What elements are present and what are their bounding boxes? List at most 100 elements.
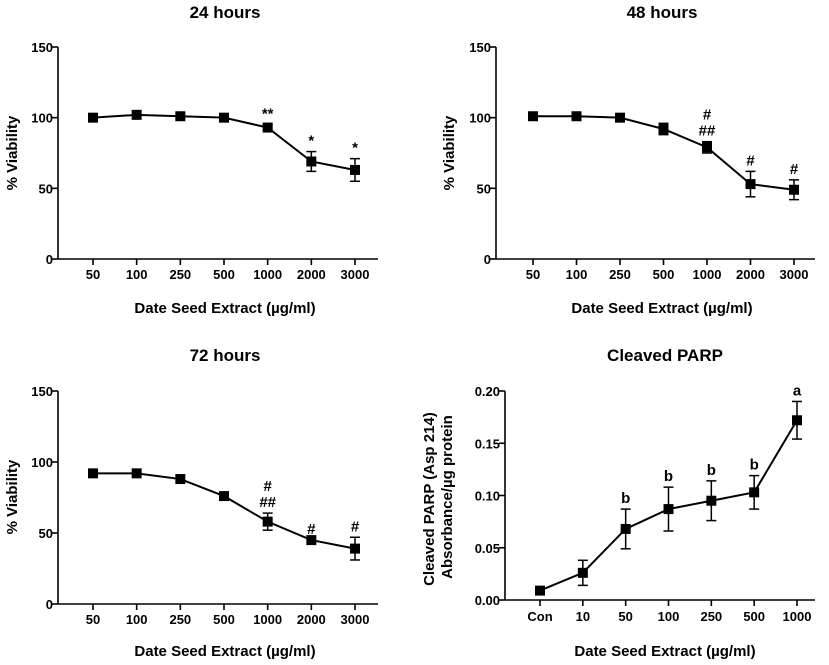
y-tick-label: 0: [484, 252, 491, 267]
significance-label: #: [263, 478, 272, 495]
data-point: [131, 109, 142, 120]
x-tick-label: 100: [566, 267, 588, 282]
data-point: [528, 111, 538, 122]
x-tick-label: Con: [527, 609, 552, 624]
x-tick-label: 500: [213, 267, 235, 282]
x-tick-label: 100: [126, 612, 148, 627]
x-tick-label: 250: [700, 609, 722, 624]
y-tick-label: 150: [469, 40, 491, 55]
y-axis-label: % Viability: [441, 115, 458, 190]
y-tick-label: 50: [39, 526, 53, 541]
y-tick-label: 150: [31, 384, 53, 399]
data-point: [219, 112, 229, 123]
data-point: [706, 495, 717, 506]
data-point: [658, 123, 669, 134]
y-tick-label: 50: [477, 181, 491, 196]
x-tick-label: 3000: [341, 267, 370, 282]
chart-cleaved-parp: Cleaved PARP Cleaved PARP (Asp 214) Abso…: [421, 346, 815, 660]
significance-label: b: [621, 490, 630, 507]
data-point: [749, 487, 760, 498]
x-tick-label: 100: [658, 609, 680, 624]
x-tick-label: 10: [576, 609, 590, 624]
data-point: [615, 112, 625, 123]
significance-label: ##: [699, 123, 716, 140]
significance-label: ##: [259, 494, 276, 511]
data-point: [88, 468, 98, 479]
x-tick-label: 50: [618, 609, 632, 624]
data-point: [663, 504, 674, 515]
x-tick-label: 500: [743, 609, 765, 624]
data-point: [262, 516, 273, 527]
x-tick-label: 3000: [341, 612, 370, 627]
y-tick-label: 100: [31, 111, 53, 126]
data-point: [306, 535, 317, 546]
y-axis-label-line: Cleaved PARP (Asp 214): [421, 412, 438, 586]
x-tick-label: 1000: [253, 267, 282, 282]
significance-label: **: [262, 106, 274, 123]
chart-title: Cleaved PARP: [607, 346, 723, 365]
x-tick-label: 100: [126, 267, 148, 282]
x-tick-label: 250: [609, 267, 631, 282]
y-tick-label: 0.05: [475, 541, 500, 556]
data-point: [131, 468, 142, 479]
data-point: [745, 179, 756, 190]
data-point: [262, 122, 273, 133]
chart-title: 48 hours: [627, 3, 698, 22]
significance-label: #: [746, 152, 755, 169]
y-axis-label: Cleaved PARP (Asp 214) Absorbance/µg pro…: [421, 408, 456, 586]
data-point: [175, 474, 186, 485]
x-axis-label: Date Seed Extract (µg/ml): [134, 300, 315, 317]
chart-title: 72 hours: [190, 346, 261, 365]
x-tick-label: 50: [86, 612, 100, 627]
data-point: [350, 164, 360, 175]
chart-72-hours: 72 hours % Viability Date Seed Extract (…: [4, 346, 378, 660]
y-tick-label: 50: [39, 181, 53, 196]
x-axis-label: Date Seed Extract (µg/ml): [574, 643, 755, 660]
significance-label: #: [307, 521, 316, 538]
y-tick-label: 150: [31, 40, 53, 55]
x-tick-label: 250: [169, 612, 191, 627]
y-tick-label: 0.20: [475, 384, 500, 399]
y-tick-label: 0.15: [475, 436, 500, 451]
significance-label: #: [790, 161, 799, 178]
y-tick-label: 0: [46, 597, 53, 612]
x-tick-label: 2000: [297, 612, 326, 627]
significance-label: #: [351, 518, 360, 535]
x-tick-label: 2000: [297, 267, 326, 282]
data-point: [577, 567, 588, 578]
x-tick-label: 50: [526, 267, 540, 282]
data-point: [571, 111, 582, 122]
x-tick-label: 1000: [783, 609, 812, 624]
x-tick-label: 2000: [736, 267, 765, 282]
significance-label: a: [793, 382, 802, 399]
y-tick-label: 0.00: [475, 593, 500, 608]
x-tick-label: 250: [169, 267, 191, 282]
x-tick-label: 1000: [693, 267, 722, 282]
chart-24-hours: 24 hours % Viability Date Seed Extract (…: [4, 3, 378, 317]
data-point: [789, 184, 799, 195]
data-point: [702, 142, 712, 153]
significance-label: #: [703, 107, 712, 124]
data-point: [88, 112, 98, 123]
data-point: [350, 543, 360, 554]
y-tick-label: 0.10: [475, 489, 500, 504]
data-point: [535, 585, 545, 596]
y-tick-label: 100: [31, 455, 53, 470]
x-tick-label: 1000: [253, 612, 282, 627]
data-point: [620, 523, 631, 534]
data-point: [219, 491, 229, 502]
x-axis-label: Date Seed Extract (µg/ml): [134, 643, 315, 660]
significance-label: b: [750, 457, 759, 474]
data-point: [175, 111, 186, 122]
chart-title: 24 hours: [190, 3, 261, 22]
y-tick-label: 100: [469, 111, 491, 126]
significance-label: b: [664, 468, 673, 485]
y-axis-label-line: Absorbance/µg protein: [439, 415, 456, 579]
y-tick-label: 0: [46, 252, 53, 267]
x-tick-label: 500: [213, 612, 235, 627]
y-axis-label: % Viability: [4, 459, 21, 534]
x-tick-label: 50: [86, 267, 100, 282]
data-point: [306, 156, 317, 167]
x-axis-label: Date Seed Extract (µg/ml): [571, 300, 752, 317]
